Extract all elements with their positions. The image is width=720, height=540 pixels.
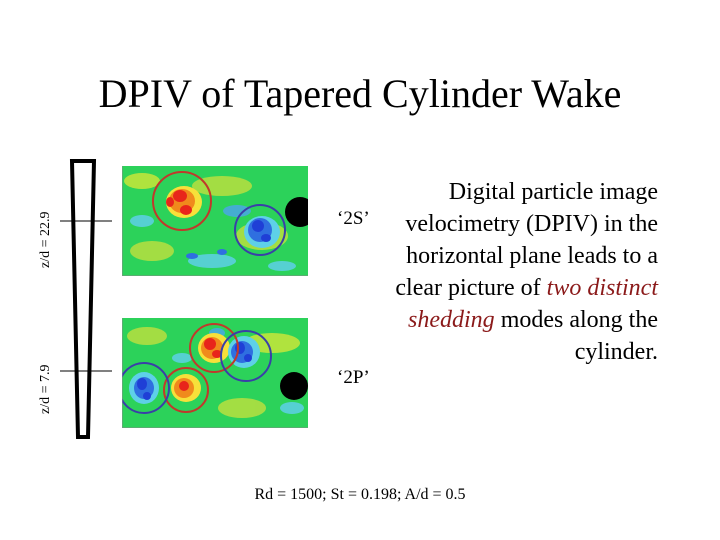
vortex-circle-red-2 xyxy=(163,367,209,413)
vortex-circle-red-1 xyxy=(189,323,239,373)
z-label-top: z/d = 22.9 xyxy=(38,211,53,269)
vortex-red-top xyxy=(166,186,202,218)
description-highlight: two distinct shedding xyxy=(408,275,658,333)
mode-label-2p: ‘2P’ xyxy=(337,367,370,388)
vortex-circle-blue-2 xyxy=(122,362,170,414)
z-label-bottom: z/d = 7.9 xyxy=(38,364,53,415)
dpiv-field-2s xyxy=(122,166,308,276)
flow-parameters: Rd = 1500; St = 0.198; A/d = 0.5 xyxy=(254,486,466,503)
description-part1: Digital particle image velocimetry (DPIV… xyxy=(395,179,658,301)
tapered-cylinder-diagram xyxy=(60,159,112,439)
slide-title: DPIV of Tapered Cylinder Wake xyxy=(98,71,622,116)
description-part2: modes along the cylinder. xyxy=(494,307,658,365)
dpiv-field-2p xyxy=(122,318,308,428)
cylinder-cross-section xyxy=(280,372,308,400)
description-text: Digital particle image velocimetry (DPIV… xyxy=(394,176,658,368)
vortex-red-bottom-1 xyxy=(198,333,230,363)
vortex-blue-bottom-2 xyxy=(129,372,159,404)
vortex-circle-red xyxy=(152,171,212,231)
vortex-red-bottom-2 xyxy=(171,374,201,402)
vortex-blue-top xyxy=(186,216,280,259)
mode-label-2s: ‘2S’ xyxy=(337,208,370,229)
vortex-circle-blue xyxy=(234,204,286,256)
vortex-circle-blue-1 xyxy=(220,330,272,382)
cylinder-cross-section xyxy=(285,197,308,227)
